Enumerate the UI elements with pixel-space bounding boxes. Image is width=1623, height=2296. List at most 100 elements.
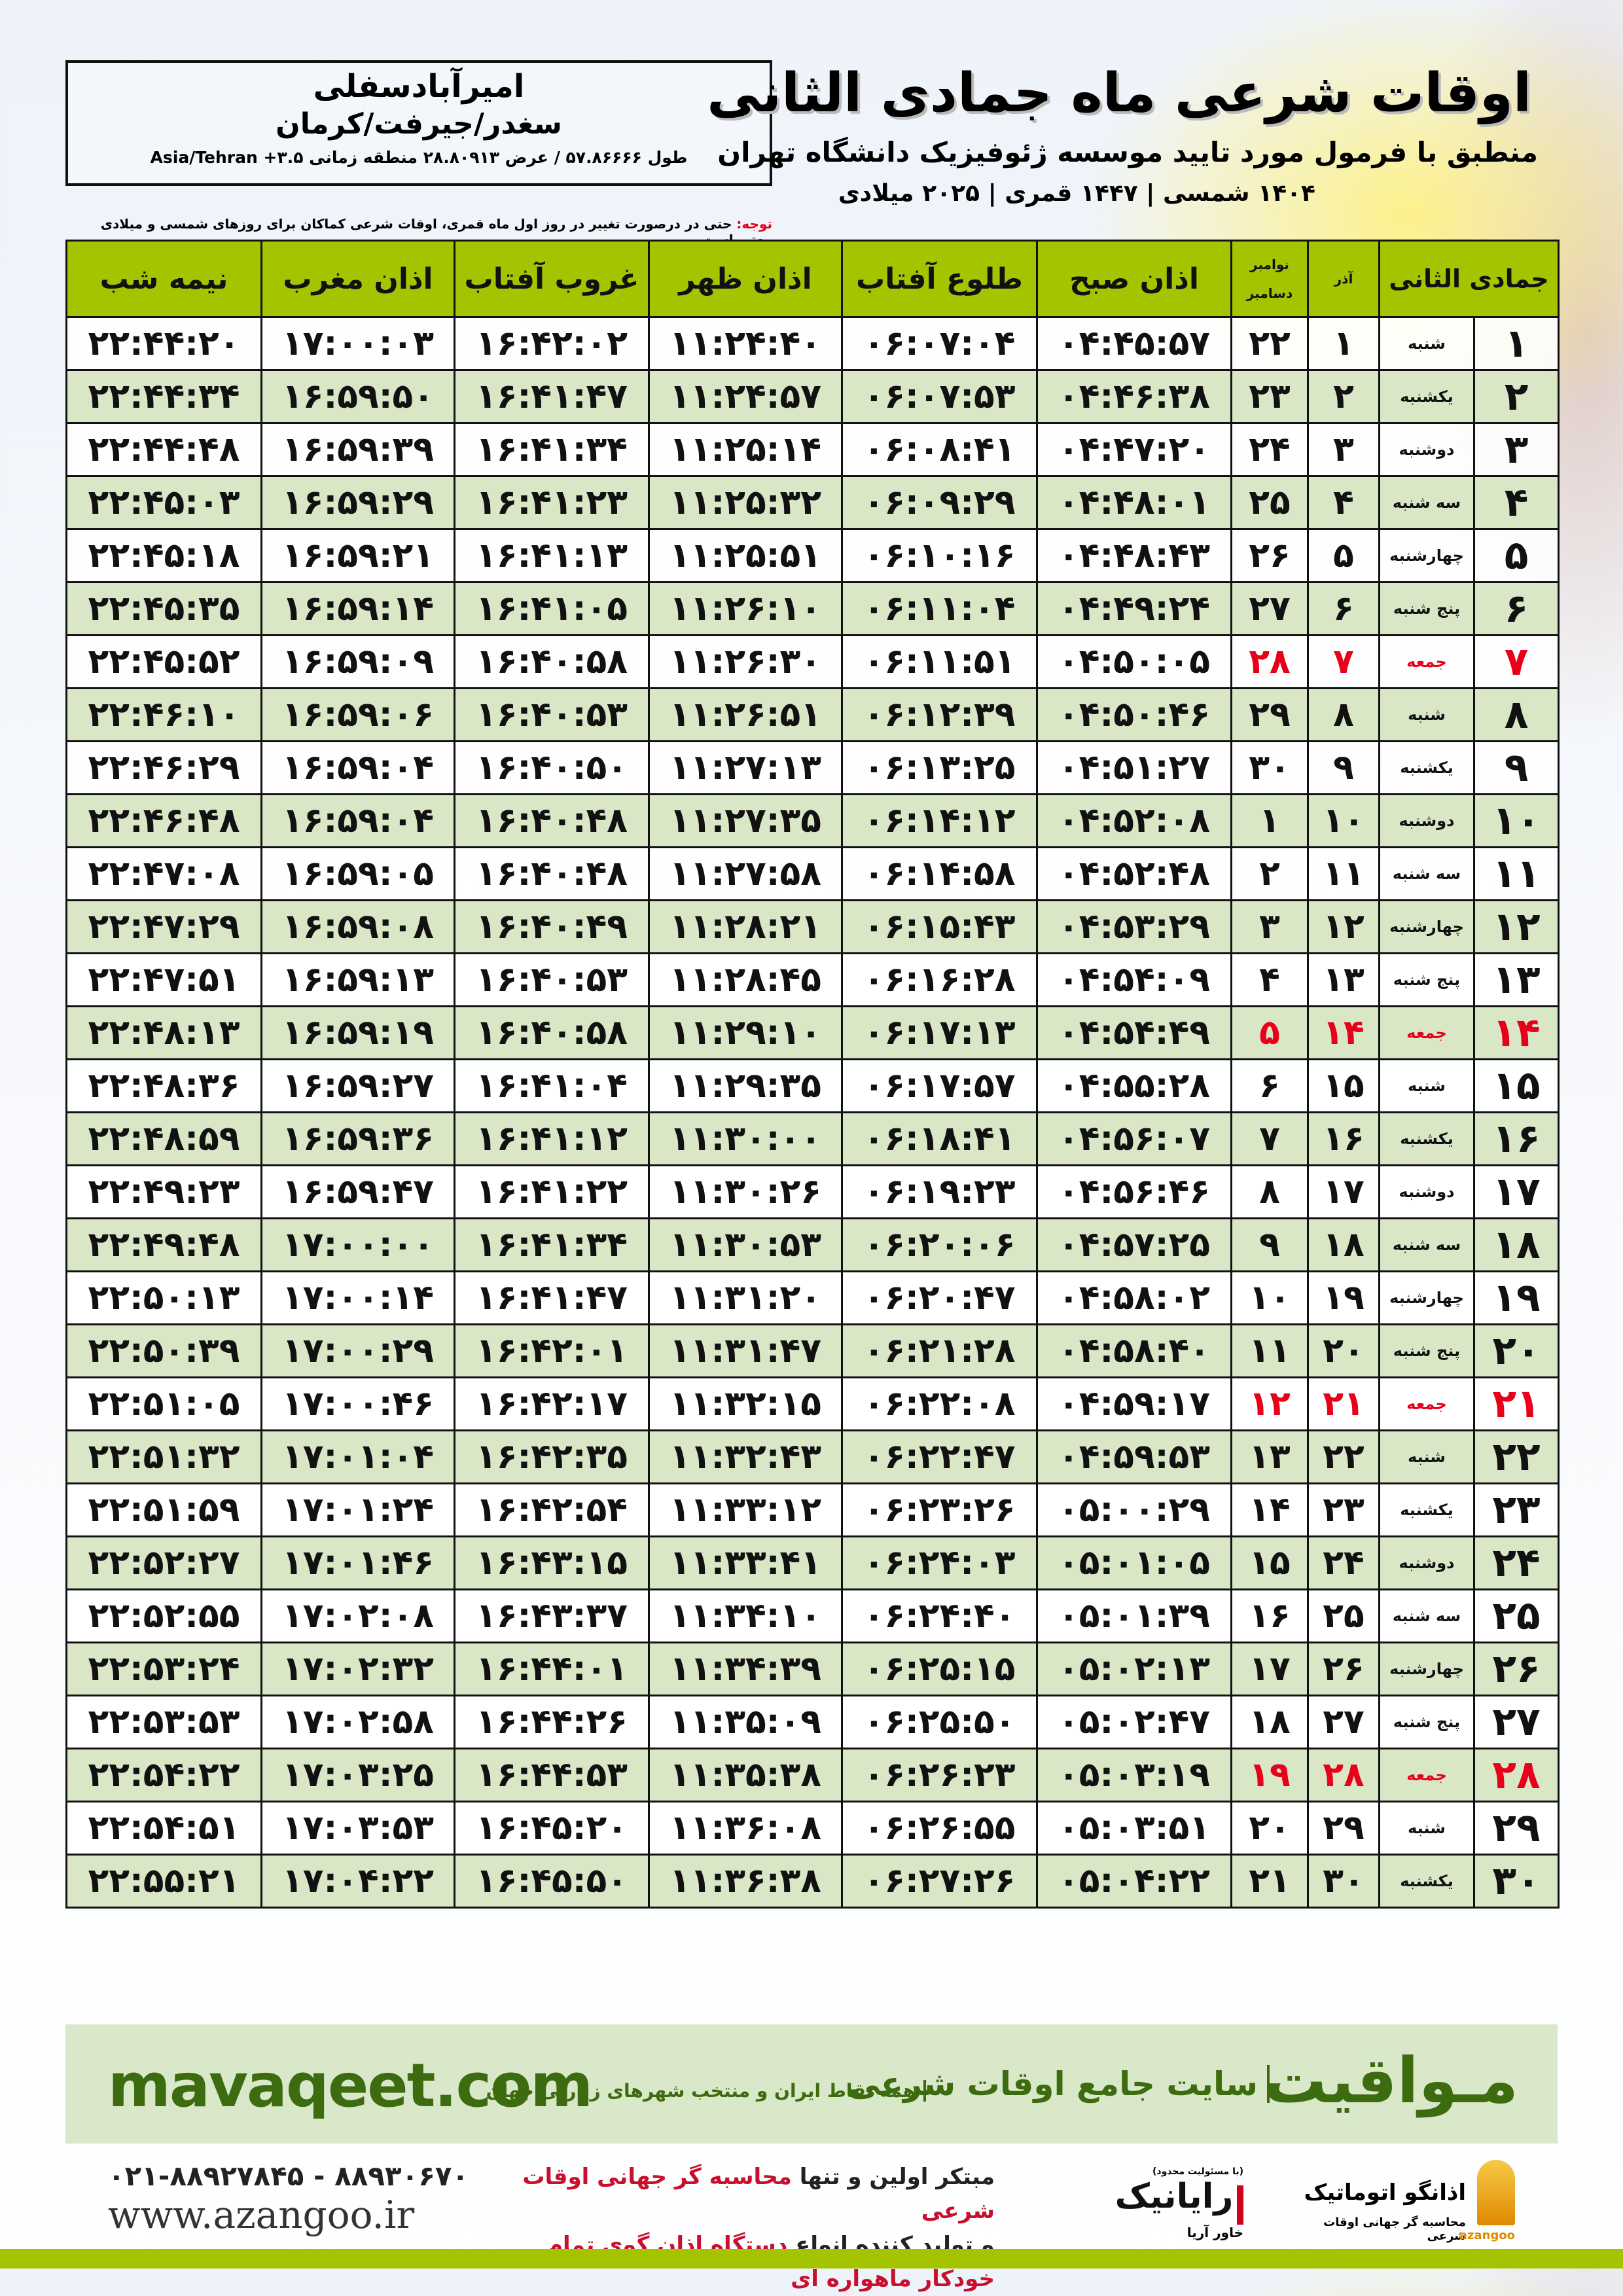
tagline: سایت جامع اوقات شرعی (847, 2065, 1270, 2103)
tolu-time: ۰۶:۱۴:۱۲ (841, 793, 1038, 848)
table-row: ۱۷ دوشنبه ۱۷ ۸ ۰۴:۵۶:۴۶ ۰۶:۱۹:۲۳ ۱۱:۳۰:۲۶ ۱۶:۴۱… (65, 1164, 1560, 1219)
table-row: ۳۰ یکشنبه ۳۰ ۲۱ ۰۵:۰۴:۲۲ ۰۶:۲۷:۲۶ ۱۱:۳۶:۳۸ ۱۶:۴… (65, 1854, 1560, 1909)
azar-date: ۱۶ (1307, 1111, 1380, 1166)
day-number: ۱۶ (1473, 1111, 1560, 1166)
ghorub-time: ۱۶:۴۱:۴۷ (454, 369, 650, 424)
day-number: ۲۷ (1473, 1695, 1560, 1749)
sobh-time: ۰۴:۵۸:۰۲ (1036, 1270, 1232, 1325)
azar-date: ۱۵ (1307, 1058, 1380, 1113)
ghorub-time: ۱۶:۴۱:۱۳ (454, 528, 650, 583)
azar-date: ۱۰ (1307, 793, 1380, 848)
weekday: سه شنبه (1378, 1217, 1476, 1272)
mavaqeet-banner: مـواقیت سایت جامع اوقات شرعی همه نقاط ای… (65, 2024, 1558, 2144)
nimeh-time: ۲۲:۵۴:۲۲ (65, 1748, 262, 1803)
ghorub-time: ۱۶:۴۰:۵۸ (454, 1005, 650, 1060)
day-number: ۱ (1473, 316, 1560, 371)
sobh-time: ۰۴:۵۸:۴۰ (1036, 1323, 1232, 1378)
day-number: ۲۴ (1473, 1535, 1560, 1590)
azar-date: ۲۱ (1307, 1376, 1380, 1431)
maghrib-time: ۱۷:۰۰:۰۳ (260, 316, 455, 371)
gregorian-date: ۳۰ (1230, 740, 1309, 795)
table-row: ۵ چهارشنبه ۵ ۲۶ ۰۴:۴۸:۴۳ ۰۶:۱۰:۱۶ ۱۱:۲۵:۵۱ ۱۶:۴… (65, 528, 1560, 583)
header-hijri-day: جمادی الثانی (1378, 240, 1560, 318)
ghorub-time: ۱۶:۴۱:۰۵ (454, 581, 650, 636)
nimeh-time: ۲۲:۵۱:۳۲ (65, 1429, 262, 1484)
gregorian-date: ۶ (1230, 1058, 1309, 1113)
zohr-time: ۱۱:۲۹:۱۰ (648, 1005, 843, 1060)
maghrib-time: ۱۷:۰۴:۲۲ (260, 1854, 455, 1909)
nimeh-time: ۲۲:۴۹:۲۳ (65, 1164, 262, 1219)
weekday: جمعه (1378, 1748, 1476, 1803)
zohr-time: ۱۱:۳۱:۴۷ (648, 1323, 843, 1378)
sobh-time: ۰۴:۵۹:۱۷ (1036, 1376, 1232, 1431)
brand-logo-mavaqeet: مـواقیت (1263, 2044, 1518, 2117)
page-title: اوقات شرعی ماه جمادی الثانی (707, 62, 1531, 124)
sobh-time: ۰۴:۵۰:۴۶ (1036, 687, 1232, 742)
sobh-time: ۰۵:۰۴:۲۲ (1036, 1854, 1232, 1909)
weekday: سه شنبه (1378, 475, 1476, 530)
day-number: ۲۶ (1473, 1641, 1560, 1696)
nimeh-time: ۲۲:۴۵:۵۲ (65, 634, 262, 689)
day-number: ۱۸ (1473, 1217, 1560, 1272)
weekday: دوشنبه (1378, 422, 1476, 477)
day-number: ۳۰ (1473, 1854, 1560, 1909)
weekday: یکشنبه (1378, 740, 1476, 795)
ghorub-time: ۱۶:۴۲:۱۷ (454, 1376, 650, 1431)
note-label: توجه: (736, 216, 772, 232)
tolu-time: ۰۶:۰۸:۴۱ (841, 422, 1038, 477)
ghorub-time: ۱۶:۴۳:۱۵ (454, 1535, 650, 1590)
table-row: ۲۷ پنج شنبه ۲۷ ۱۸ ۰۵:۰۲:۴۷ ۰۶:۲۵:۵۰ ۱۱:۳۵:۰۹ ۱۶… (65, 1695, 1560, 1749)
rayanik-name: رایانیک (1115, 2177, 1234, 2216)
tolu-time: ۰۶:۲۰:۰۶ (841, 1217, 1038, 1272)
gregorian-date: ۱ (1230, 793, 1309, 848)
azar-date: ۲۹ (1307, 1801, 1380, 1856)
day-number: ۲۸ (1473, 1748, 1560, 1803)
ghorub-time: ۱۶:۴۰:۵۳ (454, 687, 650, 742)
page-subtitle: منطبق با فرمول مورد تایید موسسه ژئوفیزیک… (717, 136, 1538, 168)
site-link[interactable]: mavaqeet.com (108, 2051, 593, 2121)
gregorian-date: ۲۰ (1230, 1801, 1309, 1856)
maghrib-time: ۱۶:۵۹:۰۴ (260, 740, 455, 795)
nimeh-time: ۲۲:۴۶:۲۹ (65, 740, 262, 795)
gregorian-date: ۲۵ (1230, 475, 1309, 530)
header-nimeh: نیمه شب (65, 240, 262, 318)
nimeh-time: ۲۲:۵۱:۵۹ (65, 1482, 262, 1537)
note: توجه: حتی در درصورت تغییر در روز اول ماه… (65, 216, 772, 247)
tagline-secondary: همه نقاط ایران و منتخب شهرهای زیارتی جها… (486, 2080, 926, 2102)
tolu-time: ۰۶:۲۴:۰۳ (841, 1535, 1038, 1590)
zohr-time: ۱۱:۲۶:۳۰ (648, 634, 843, 689)
azar-date: ۶ (1307, 581, 1380, 636)
day-number: ۲۹ (1473, 1801, 1560, 1856)
azar-date: ۲۵ (1307, 1588, 1380, 1643)
region-name: سغدر/جیرفت/کرمان (276, 107, 562, 141)
zohr-time: ۱۱:۳۴:۱۰ (648, 1588, 843, 1643)
azar-date: ۱۱ (1307, 846, 1380, 901)
table-row: ۲۵ سه شنبه ۲۵ ۱۶ ۰۵:۰۱:۳۹ ۰۶:۲۴:۴۰ ۱۱:۳۴:۱۰ ۱۶:… (65, 1588, 1560, 1643)
day-number: ۱۳ (1473, 952, 1560, 1007)
zohr-time: ۱۱:۳۰:۰۰ (648, 1111, 843, 1166)
zohr-time: ۱۱:۳۴:۳۹ (648, 1641, 843, 1696)
table-row: ۲۳ یکشنبه ۲۳ ۱۴ ۰۵:۰۰:۲۹ ۰۶:۲۳:۲۶ ۱۱:۳۳:۱۲ ۱۶:۴… (65, 1482, 1560, 1537)
azar-date: ۱۲ (1307, 899, 1380, 954)
gregorian-date: ۱۱ (1230, 1323, 1309, 1378)
sobh-time: ۰۴:۵۹:۵۳ (1036, 1429, 1232, 1484)
tolu-time: ۰۶:۲۱:۲۸ (841, 1323, 1038, 1378)
table-row: ۳ دوشنبه ۳ ۲۴ ۰۴:۴۷:۲۰ ۰۶:۰۸:۴۱ ۱۱:۲۵:۱۴ ۱۶:۴۱:… (65, 422, 1560, 477)
gregorian-date: ۲۸ (1230, 634, 1309, 689)
sobh-time: ۰۴:۵۴:۰۹ (1036, 952, 1232, 1007)
azar-date: ۲۷ (1307, 1695, 1380, 1749)
zohr-time: ۱۱:۳۵:۰۹ (648, 1695, 843, 1749)
day-number: ۲۱ (1473, 1376, 1560, 1431)
gregorian-date: ۸ (1230, 1164, 1309, 1219)
tolu-time: ۰۶:۱۴:۵۸ (841, 846, 1038, 901)
rayanik-sub: خاور آریا (1186, 2224, 1243, 2240)
maghrib-time: ۱۶:۵۹:۰۵ (260, 846, 455, 901)
azar-date: ۱۸ (1307, 1217, 1380, 1272)
tolu-time: ۰۶:۲۵:۱۵ (841, 1641, 1038, 1696)
zohr-time: ۱۱:۳۲:۴۳ (648, 1429, 843, 1484)
tolu-time: ۰۶:۲۴:۴۰ (841, 1588, 1038, 1643)
table-row: ۲۱ جمعه ۲۱ ۱۲ ۰۴:۵۹:۱۷ ۰۶:۲۲:۰۸ ۱۱:۳۲:۱۵ ۱۶:۴۲:… (65, 1376, 1560, 1431)
gregorian-date: ۱۰ (1230, 1270, 1309, 1325)
azangoo-website[interactable]: www.azangoo.ir (108, 2193, 415, 2237)
zohr-time: ۱۱:۲۶:۵۱ (648, 687, 843, 742)
